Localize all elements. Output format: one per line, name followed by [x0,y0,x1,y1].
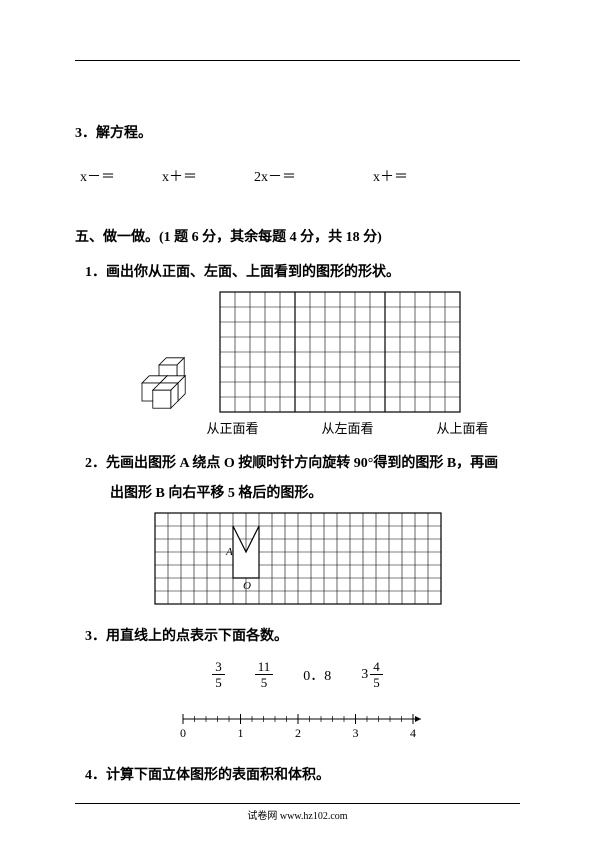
frac-v2: 11 5 [255,660,274,689]
eq3: 2x－＝ [254,166,296,186]
section5-heading: 五、做一做。(1 题 6 分，其余每题 4 分，共 18 分) [75,226,520,246]
s5-q3-numberline: 0 1 2 3 4 [75,704,520,749]
svg-text:1: 1 [237,726,243,740]
svg-text:2: 2 [295,726,301,740]
q3-equations: x－＝ x＋＝ 2x－＝ x＋＝ [75,166,520,186]
s5-q2-text1: 2．先画出图形 A 绕点 O 按顺时针方向旋转 90°得到的图形 B，再画 [75,452,520,472]
cube-figure [134,343,204,413]
q3-values: 3 5 11 5 0．8 3 4 5 [75,660,520,689]
s5-q2-text2: 出图形 B 向右平移 5 格后的图形。 [75,482,520,502]
q3-title: 3．解方程。 [75,121,520,146]
q2-grid: AO [154,512,442,605]
s5-q1-text: 1．画出你从正面、左面、上面看到的图形的形状。 [75,261,520,281]
s5-q1-figure: 从正面看 从左面看 从上面看 [75,291,520,437]
s5-q2-figure: AO [75,512,520,610]
val-v3: 0．8 [303,665,331,685]
eq2: x＋＝ [162,166,197,186]
label-left: 从左面看 [321,418,373,437]
svg-text:0: 0 [180,726,186,740]
svg-text:A: A [225,546,233,558]
eq1: x－＝ [80,166,115,186]
mixed-v4: 3 4 5 [361,660,383,689]
svg-text:4: 4 [410,726,416,740]
label-front: 从正面看 [206,418,258,437]
q1-grid [219,291,461,413]
number-line: 0 1 2 3 4 [168,704,428,744]
eq4: x＋＝ [373,166,408,186]
s5-q3-text: 3．用直线上的点表示下面各数。 [75,625,520,645]
svg-text:3: 3 [352,726,358,740]
frac-v1: 3 5 [212,660,225,689]
label-top: 从上面看 [436,418,488,437]
svg-text:O: O [243,580,251,592]
page-footer: 试卷网 www.hz102.com [0,807,595,822]
s5-q4-text: 4．计算下面立体图形的表面积和体积。 [75,764,520,784]
